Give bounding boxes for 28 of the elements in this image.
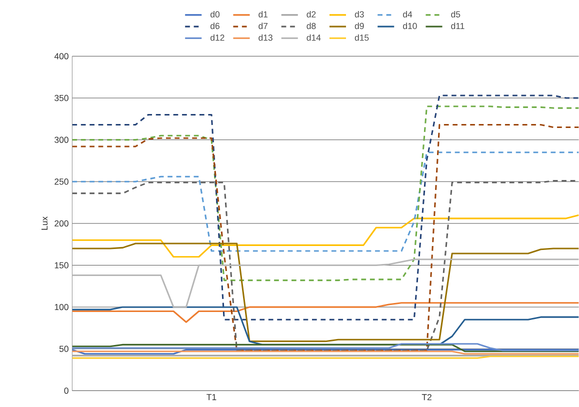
y-tick-label: 300 [54, 136, 68, 143]
legend-label: d4 [403, 10, 412, 18]
y-tick-label: 100 [54, 304, 68, 310]
y-tick-label: 250 [54, 178, 68, 185]
y-tick-label: 200 [54, 220, 68, 226]
legend-label: d9 [354, 22, 364, 29]
y-axis-title: Lux [41, 216, 48, 230]
legend-label: d12 [210, 34, 224, 41]
y-tick-label: 150 [54, 262, 68, 268]
legend-label: d13 [258, 34, 272, 41]
y-tick-label: 350 [54, 94, 68, 101]
legend-label: d10 [403, 22, 417, 29]
legend-label: d14 [306, 34, 321, 41]
legend-label: d8 [306, 22, 316, 29]
x-tick-label: T2 [422, 394, 432, 400]
legend-label: d0 [210, 10, 220, 18]
y-tick-label: 400 [54, 52, 68, 60]
legend-label: d15 [354, 34, 369, 41]
legend-label: d2 [306, 10, 316, 18]
legend-label: d7 [258, 22, 268, 29]
y-tick-label: 0 [64, 387, 68, 394]
y-tick-label: 50 [59, 346, 68, 352]
legend-label: d3 [354, 10, 364, 18]
x-tick-label: T1 [206, 394, 216, 400]
legend-label: d6 [210, 22, 220, 29]
legend-label: d1 [258, 10, 268, 18]
legend-label: d11 [451, 22, 464, 29]
legend-label: d5 [451, 10, 460, 18]
